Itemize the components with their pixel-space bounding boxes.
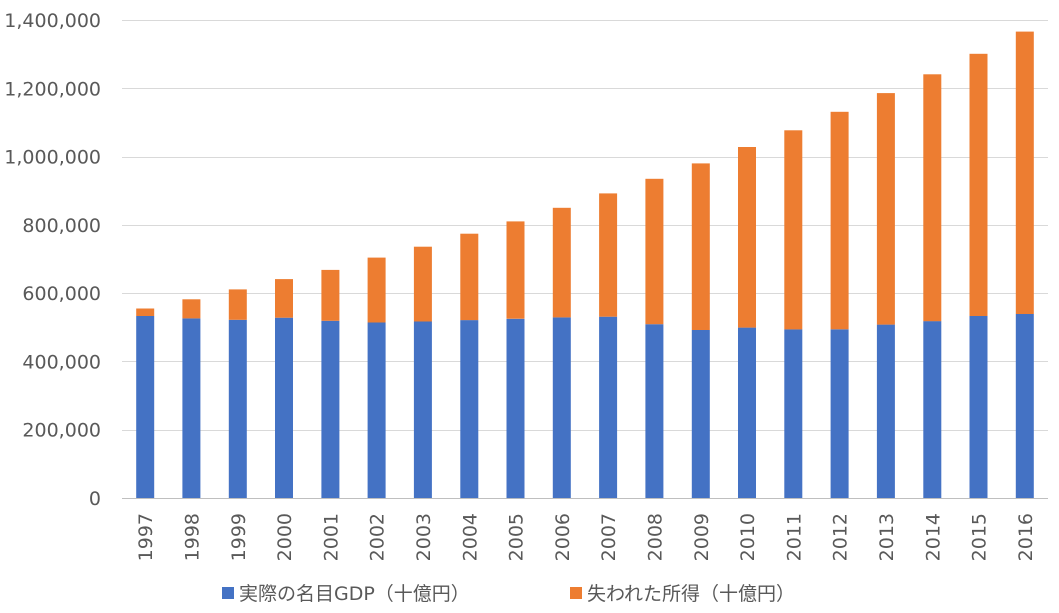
bar-lost-income-2007 — [599, 193, 618, 317]
bar-nominal-gdp-2007 — [599, 316, 618, 498]
x-tick-label: 2005 — [506, 513, 528, 561]
grid-lines — [122, 20, 1048, 499]
bar-nominal-gdp-2016 — [1015, 314, 1034, 498]
bar-nominal-gdp-2013 — [876, 324, 895, 498]
x-tick-label: 2006 — [552, 513, 574, 561]
x-tick-label: 2001 — [320, 513, 342, 561]
x-tick-label-group: 2000 — [274, 513, 296, 561]
x-tick-label: 2003 — [413, 513, 435, 561]
bars — [136, 31, 1034, 499]
bar-nominal-gdp-2009 — [691, 330, 710, 498]
bar-nominal-gdp-2001 — [321, 320, 340, 498]
y-tick-label: 200,000 — [22, 420, 101, 442]
x-tick-label-group: 2016 — [1015, 513, 1037, 561]
bar-lost-income-1999 — [228, 289, 247, 320]
x-tick-label-group: 2006 — [552, 513, 574, 561]
bar-lost-income-2012 — [830, 111, 849, 330]
bar-nominal-gdp-2011 — [784, 329, 803, 498]
x-tick-label: 1997 — [135, 513, 157, 561]
x-tick-label-group: 2001 — [320, 513, 342, 561]
legend: 実際の名目GDP（十億円） 失われた所得（十億円） — [222, 583, 795, 605]
x-tick-label: 2009 — [691, 513, 713, 561]
bar-lost-income-2016 — [1015, 31, 1034, 314]
legend-label-nominal-gdp: 実際の名目GDP（十億円） — [239, 583, 470, 605]
x-tick-label: 2013 — [876, 513, 898, 561]
y-tick-label: 400,000 — [22, 351, 101, 373]
x-tick-label: 2008 — [644, 513, 666, 561]
bar-nominal-gdp-2008 — [645, 324, 664, 498]
x-tick-label: 2000 — [274, 513, 296, 561]
x-tick-label: 2002 — [367, 513, 389, 561]
bar-lost-income-2002 — [367, 257, 386, 323]
x-tick-label: 2007 — [598, 513, 620, 561]
y-tick-label: 600,000 — [22, 283, 101, 305]
x-tick-label: 1999 — [228, 513, 250, 561]
y-tick-label: 800,000 — [22, 215, 101, 237]
bar-nominal-gdp-2000 — [275, 317, 293, 498]
x-tick-label-group: 2010 — [737, 513, 759, 561]
x-tick-label-group: 2004 — [459, 513, 481, 561]
bar-lost-income-2004 — [460, 233, 479, 321]
bar-nominal-gdp-2012 — [830, 329, 849, 498]
bar-lost-income-2010 — [738, 147, 756, 328]
x-tick-label-group: 1997 — [135, 513, 157, 561]
bar-lost-income-1998 — [182, 299, 201, 319]
bar-nominal-gdp-1997 — [136, 316, 155, 498]
legend-swatch-nominal-gdp — [222, 587, 234, 599]
y-tick-label: 1,200,000 — [4, 78, 101, 100]
x-tick-label-group: 2007 — [598, 513, 620, 561]
bar-lost-income-2005 — [506, 221, 525, 319]
x-tick-label: 2016 — [1015, 513, 1037, 561]
x-tick-label: 2011 — [783, 513, 805, 561]
bar-nominal-gdp-2004 — [460, 320, 479, 498]
x-tick-label-group: 2015 — [969, 513, 991, 561]
bar-lost-income-2009 — [691, 163, 710, 330]
x-tick-label-group: 2012 — [830, 513, 852, 561]
bar-lost-income-2003 — [413, 246, 432, 322]
x-tick-label-group: 2014 — [922, 513, 944, 561]
x-tick-label-group: 2008 — [644, 513, 666, 561]
bar-nominal-gdp-2014 — [923, 321, 942, 498]
y-tick-label: 1,400,000 — [4, 10, 101, 32]
bar-nominal-gdp-1999 — [228, 319, 247, 498]
x-tick-label-group: 2005 — [506, 513, 528, 561]
x-tick-label: 2015 — [969, 513, 991, 561]
x-tick-label-group: 2009 — [691, 513, 713, 561]
x-tick-label: 2014 — [922, 513, 944, 561]
x-tick-label-group: 2003 — [413, 513, 435, 561]
bar-lost-income-2000 — [275, 279, 293, 318]
y-tick-label: 1,000,000 — [4, 147, 101, 169]
x-tick-label: 1998 — [181, 513, 203, 561]
bar-lost-income-2008 — [645, 178, 664, 325]
x-tick-label: 2010 — [737, 513, 759, 561]
x-tick-label-group: 2002 — [367, 513, 389, 561]
bar-lost-income-1997 — [136, 308, 155, 316]
bar-lost-income-2006 — [552, 207, 571, 318]
bar-nominal-gdp-2010 — [738, 327, 756, 498]
bar-nominal-gdp-2005 — [506, 318, 525, 499]
legend-swatch-lost-income — [570, 587, 582, 599]
bar-lost-income-2011 — [784, 130, 803, 330]
x-tick-label-group: 1999 — [228, 513, 250, 561]
bar-nominal-gdp-2002 — [367, 322, 386, 498]
x-tick-label-group: 2011 — [783, 513, 805, 561]
legend-label-lost-income: 失われた所得（十億円） — [587, 583, 795, 605]
bar-lost-income-2013 — [876, 93, 895, 325]
bar-nominal-gdp-1998 — [182, 318, 201, 498]
bar-lost-income-2014 — [923, 74, 942, 322]
bar-lost-income-2015 — [969, 53, 988, 317]
x-tick-label-group: 2013 — [876, 513, 898, 561]
x-tick-label-group: 1998 — [181, 513, 203, 561]
bar-nominal-gdp-2003 — [413, 321, 432, 498]
bar-nominal-gdp-2006 — [552, 317, 571, 498]
x-tick-label: 2012 — [830, 513, 852, 561]
y-tick-label: 0 — [89, 488, 101, 510]
x-axis: 1997 1998 1999 2000 2001 2002 2003 2004 2005 2006… — [135, 513, 1037, 561]
y-axis: 0 200,000 400,000 600,000 800,000 1,000,000 1,… — [4, 10, 101, 510]
bar-nominal-gdp-2015 — [969, 316, 988, 498]
x-tick-label: 2004 — [459, 513, 481, 561]
bar-lost-income-2001 — [321, 269, 340, 321]
